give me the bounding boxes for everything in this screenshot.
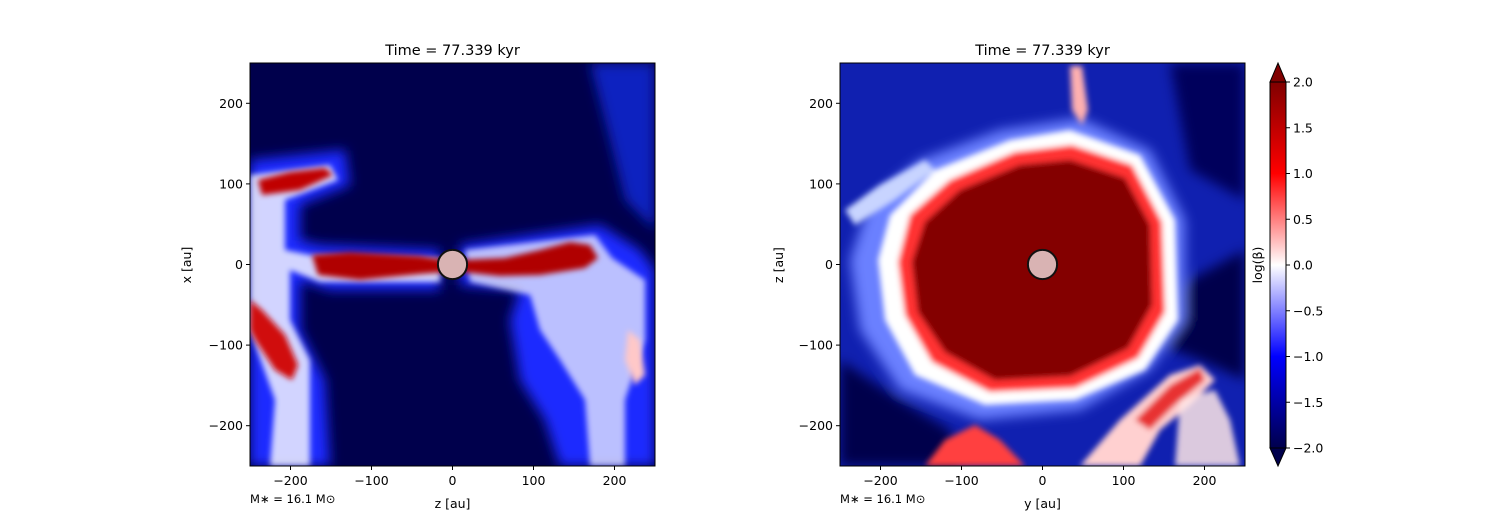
panel-right-top-left-band	[845, 160, 935, 225]
panel-left-right-white-band	[465, 235, 645, 466]
panel-left-ticks: −200 −100 0 100 200 −200 −100 0 100 200	[209, 96, 627, 488]
panel-right: Time = 77.339 kyr −200	[771, 43, 1246, 511]
panel-left-xlabel: z [au]	[435, 496, 471, 511]
panel-left-filament-left	[312, 252, 445, 280]
panel-left-xtick-label: 0	[449, 473, 457, 488]
panel-right-mass-annotation: M∗ = 16.1 M⊙	[840, 492, 925, 506]
panel-right-xtick-label: −100	[944, 473, 978, 488]
panel-left-ytick-label: −100	[209, 338, 243, 353]
colorbar-tick-label: 0.0	[1293, 258, 1313, 273]
panel-left-bottom-left-arm	[250, 300, 298, 380]
panel-left-mass-annotation: M∗ = 16.1 M⊙	[250, 492, 335, 506]
panel-right-bottom-arc-left	[925, 425, 1025, 466]
colorbar: 2.0 1.5 1.0 0.5 0.0 −0.5 −1.0 −1.5 −2.0 log(β)	[1250, 61, 1323, 468]
colorbar-tick-label: −2.0	[1293, 441, 1323, 456]
panel-left-xtick-label: 200	[603, 473, 627, 488]
panel-left-heatmap	[250, 63, 655, 466]
panel-right-xtick-label: −200	[863, 473, 897, 488]
panel-left-top-right-halo	[590, 63, 655, 230]
panel-right-ylabel: z [au]	[771, 247, 786, 283]
panel-right-top-jet	[1070, 66, 1088, 125]
panel-left-top-left-arm	[258, 168, 333, 195]
panel-right-ytick-label: 100	[809, 176, 833, 191]
panel-right-dark-corner-br	[1160, 250, 1245, 380]
panel-left: Time = 77.339 kyr −20	[179, 43, 656, 511]
panel-right-dark-top-right	[1170, 63, 1245, 200]
panel-left-ytick-label: −200	[209, 418, 243, 433]
panel-right-dark-corner-bl	[840, 360, 960, 466]
colorbar-tick-label: 0.5	[1293, 212, 1313, 227]
panel-left-ylabel: x [au]	[179, 247, 194, 284]
colorbar-tick-label: 1.5	[1293, 120, 1313, 135]
panel-left-title: Time = 77.339 kyr	[384, 43, 520, 59]
panel-right-xtick-label: 0	[1039, 473, 1047, 488]
panel-left-ytick-label: 100	[219, 176, 243, 191]
colorbar-tick-label: −1.5	[1293, 395, 1323, 410]
panel-left-ytick-label: 200	[219, 96, 243, 111]
panel-right-sink-particle	[1026, 248, 1059, 281]
panel-right-heatmap	[840, 63, 1245, 466]
panel-right-ytick-label: −100	[799, 338, 833, 353]
panel-left-sink-particle	[436, 248, 469, 281]
panel-left-ytick-label: 0	[235, 257, 243, 272]
panel-right-ytick-label: −200	[799, 418, 833, 433]
colorbar-extend-bottom	[1269, 447, 1287, 468]
panel-left-xtick-label: −200	[273, 473, 307, 488]
colorbar-gradient	[1269, 81, 1287, 449]
panel-left-xtick-label: −100	[354, 473, 388, 488]
panel-left-xtick-label: 100	[522, 473, 546, 488]
panel-right-ytick-label: 200	[809, 96, 833, 111]
panel-left-bottom-right-patch	[625, 330, 645, 385]
colorbar-tick-label: 1.0	[1293, 166, 1313, 181]
panel-left-left-white-band	[250, 165, 440, 466]
panel-right-xlabel: y [au]	[1024, 496, 1061, 511]
colorbar-label: log(β)	[1250, 247, 1265, 284]
colorbar-tick-label: −0.5	[1293, 303, 1323, 318]
panel-left-filament-right	[462, 242, 598, 276]
panel-right-ticks: −200 −100 0 100 200 −200 −100 0 100 200	[799, 96, 1217, 488]
colorbar-ticks: 2.0 1.5 1.0 0.5 0.0 −0.5 −1.0 −1.5 −2.0	[1286, 75, 1323, 456]
panel-right-xtick-label: 100	[1112, 473, 1136, 488]
colorbar-tick-label: −1.0	[1293, 349, 1323, 364]
panel-right-xtick-label: 200	[1193, 473, 1217, 488]
panel-right-bottom-right-white	[1175, 390, 1240, 466]
colorbar-tick-label: 2.0	[1293, 75, 1313, 90]
panel-right-bottom-arc-right-red	[1135, 368, 1205, 430]
panel-right-ytick-label: 0	[825, 257, 833, 272]
colorbar-extend-top	[1269, 61, 1287, 83]
panel-right-title: Time = 77.339 kyr	[974, 43, 1110, 59]
